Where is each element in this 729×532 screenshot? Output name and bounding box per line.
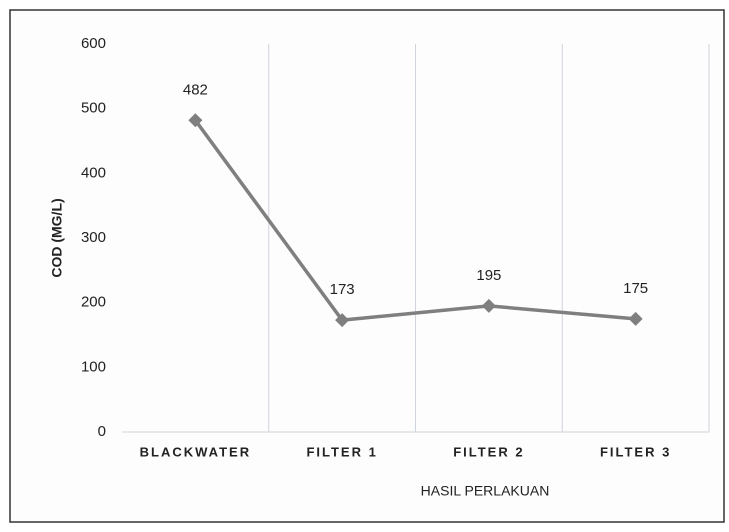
y-tick-label: 500 bbox=[81, 100, 106, 117]
data-label: 175 bbox=[623, 280, 648, 297]
marker bbox=[335, 313, 350, 328]
chart-frame bbox=[9, 9, 725, 523]
x-tick-label: BLACKWATER bbox=[140, 444, 251, 459]
y-tick-label: 600 bbox=[81, 35, 106, 52]
x-tick-label: FILTER 1 bbox=[306, 444, 377, 459]
x-axis-title: HASIL PERLAKUAN bbox=[421, 483, 550, 499]
data-label: 482 bbox=[183, 81, 208, 98]
marker bbox=[481, 298, 496, 313]
y-tick-label: 300 bbox=[81, 229, 106, 246]
y-tick-label: 100 bbox=[81, 358, 106, 375]
x-tick-label: FILTER 2 bbox=[453, 444, 524, 459]
y-tick-label: 200 bbox=[81, 294, 106, 311]
y-tick-label: 400 bbox=[81, 164, 106, 181]
y-axis-title: COD (MG/L) bbox=[49, 198, 65, 277]
x-tick-label: FILTER 3 bbox=[600, 444, 671, 459]
data-label: 173 bbox=[330, 281, 355, 298]
marker bbox=[188, 113, 203, 128]
data-line bbox=[193, 119, 636, 322]
data-label: 195 bbox=[476, 267, 501, 284]
y-tick-label: 0 bbox=[98, 423, 106, 440]
marker bbox=[628, 311, 643, 326]
